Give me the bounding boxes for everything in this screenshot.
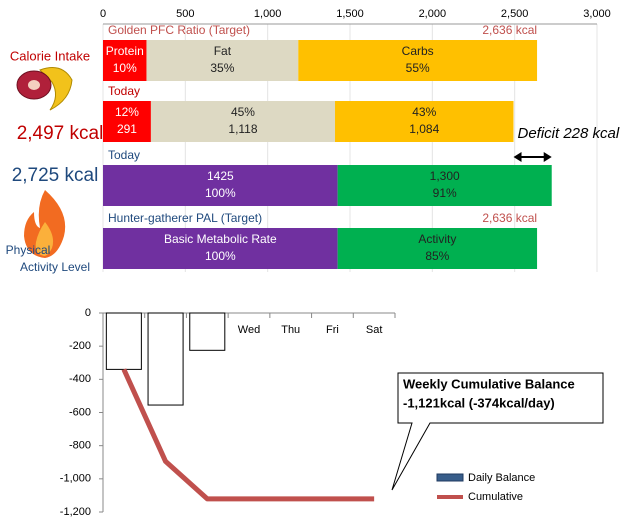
bar-segment [298, 40, 538, 81]
segment-label: 100% [205, 186, 236, 200]
callout-box [391, 372, 604, 491]
legend-label: Daily Balance [468, 472, 535, 484]
y-tick-label: -400 [69, 373, 91, 385]
segment-label: 1425 [207, 169, 234, 183]
segment-label: 1,084 [409, 122, 439, 136]
expenditure-value: 2,725 kcal [12, 165, 99, 186]
segment-label: 35% [210, 61, 234, 75]
segment-label: 45% [231, 105, 255, 119]
callout-title: Weekly Cumulative Balance [403, 376, 575, 391]
x-tick-label: 500 [176, 8, 194, 20]
x-tick-label: 1,500 [336, 8, 364, 20]
bar [189, 312, 226, 351]
x-tick-label: 2,000 [419, 8, 447, 20]
bar-segment [103, 165, 338, 206]
segment-label: 1,300 [430, 169, 460, 183]
x-tick-label: 0 [100, 8, 106, 20]
bar-segment [103, 101, 151, 142]
x-tick-label: 3,000 [583, 8, 611, 20]
segment-label: 55% [406, 61, 430, 75]
activity-label: Activity Level [20, 260, 90, 274]
x-tick-label: Fri [326, 324, 339, 336]
bar-segment [103, 40, 147, 81]
segment-label: 291 [117, 122, 137, 136]
row-total: 2,636 kcal [482, 211, 537, 225]
row-title: Today [108, 84, 140, 98]
segment-label: Fat [214, 44, 232, 58]
annotation: Deficit 228 kcal [518, 125, 620, 142]
line [121, 368, 375, 502]
segment-label: Carbs [402, 44, 434, 58]
y-tick-label: -200 [69, 340, 91, 352]
segment-label: Activity [418, 232, 456, 246]
x-tick-label: Thu [281, 324, 300, 336]
arrow-head [513, 152, 552, 162]
segment-label: 91% [433, 186, 457, 200]
row-title: Golden PFC Ratio (Target) [108, 23, 250, 37]
bar-segment [150, 101, 336, 142]
segment-label: 85% [425, 249, 449, 263]
y-tick-label: -1,200 [60, 506, 91, 518]
y-tick-label: -1,000 [60, 473, 91, 485]
bar-segment [103, 228, 338, 269]
y-tick-label: -800 [69, 440, 91, 452]
legend-label: Cumulative [468, 491, 523, 503]
row-title: Hunter-gatherer PAL (Target) [108, 211, 262, 225]
row-title: Today [108, 148, 140, 162]
bar-segment [337, 228, 538, 269]
bar-segment [146, 40, 299, 81]
x-tick-label: 2,500 [501, 8, 529, 20]
segment-label: 12% [115, 105, 139, 119]
x-tick-label: Sat [366, 324, 383, 336]
bar [147, 312, 184, 406]
y-tick-label: 0 [85, 307, 91, 319]
bar-segment [337, 165, 552, 206]
segment-label: 1,118 [228, 122, 257, 136]
intake-title: Calorie Intake [10, 48, 90, 63]
segment-label: Protein [106, 44, 144, 58]
row-total: 2,636 kcal [482, 23, 537, 37]
bar [105, 312, 142, 370]
x-tick-label: 1,000 [254, 8, 282, 20]
y-tick-label: -600 [69, 406, 91, 418]
legend-swatch [436, 473, 464, 482]
segment-label: Basic Metabolic Rate [164, 232, 277, 246]
activity-label: Physical [6, 243, 51, 257]
callout-text: -1,121kcal (-374kcal/day) [403, 395, 555, 410]
segment-label: 10% [113, 61, 137, 75]
fire-icon [24, 190, 66, 258]
segment-label: 43% [412, 105, 436, 119]
food-icon [16, 67, 73, 111]
segment-label: 100% [205, 249, 236, 263]
bar-segment [335, 101, 514, 142]
intake-value: 2,497 kcal [17, 123, 104, 144]
x-tick-label: Wed [238, 324, 260, 336]
